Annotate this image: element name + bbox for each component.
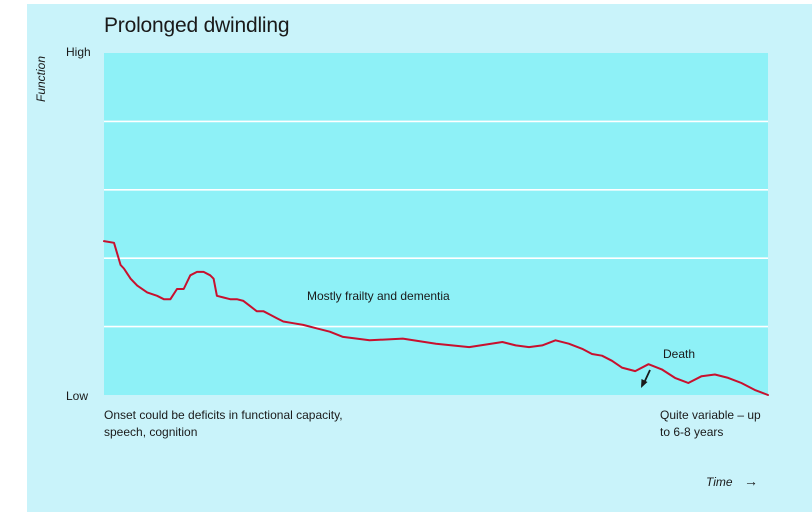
chart-title: Prolonged dwindling [104,14,290,37]
annotation-middle: Mostly frailty and dementia [307,289,450,303]
death-arrow [641,369,651,388]
series-layer [103,240,769,396]
plot-background [104,53,768,395]
annotation-death: Death [663,347,696,361]
x-axis-label: Time [706,475,733,489]
series-line-function-decline [103,240,769,396]
y-tick-label-low: Low [66,389,89,403]
annotation-onset: Onset could be deficits in functional ca… [104,408,343,439]
gridlines [104,120,768,328]
y-tick-label-high: High [66,45,91,59]
time-arrow-icon: → [744,473,758,489]
annotation-variable: Quite variable – up to 6-8 years [660,408,761,439]
